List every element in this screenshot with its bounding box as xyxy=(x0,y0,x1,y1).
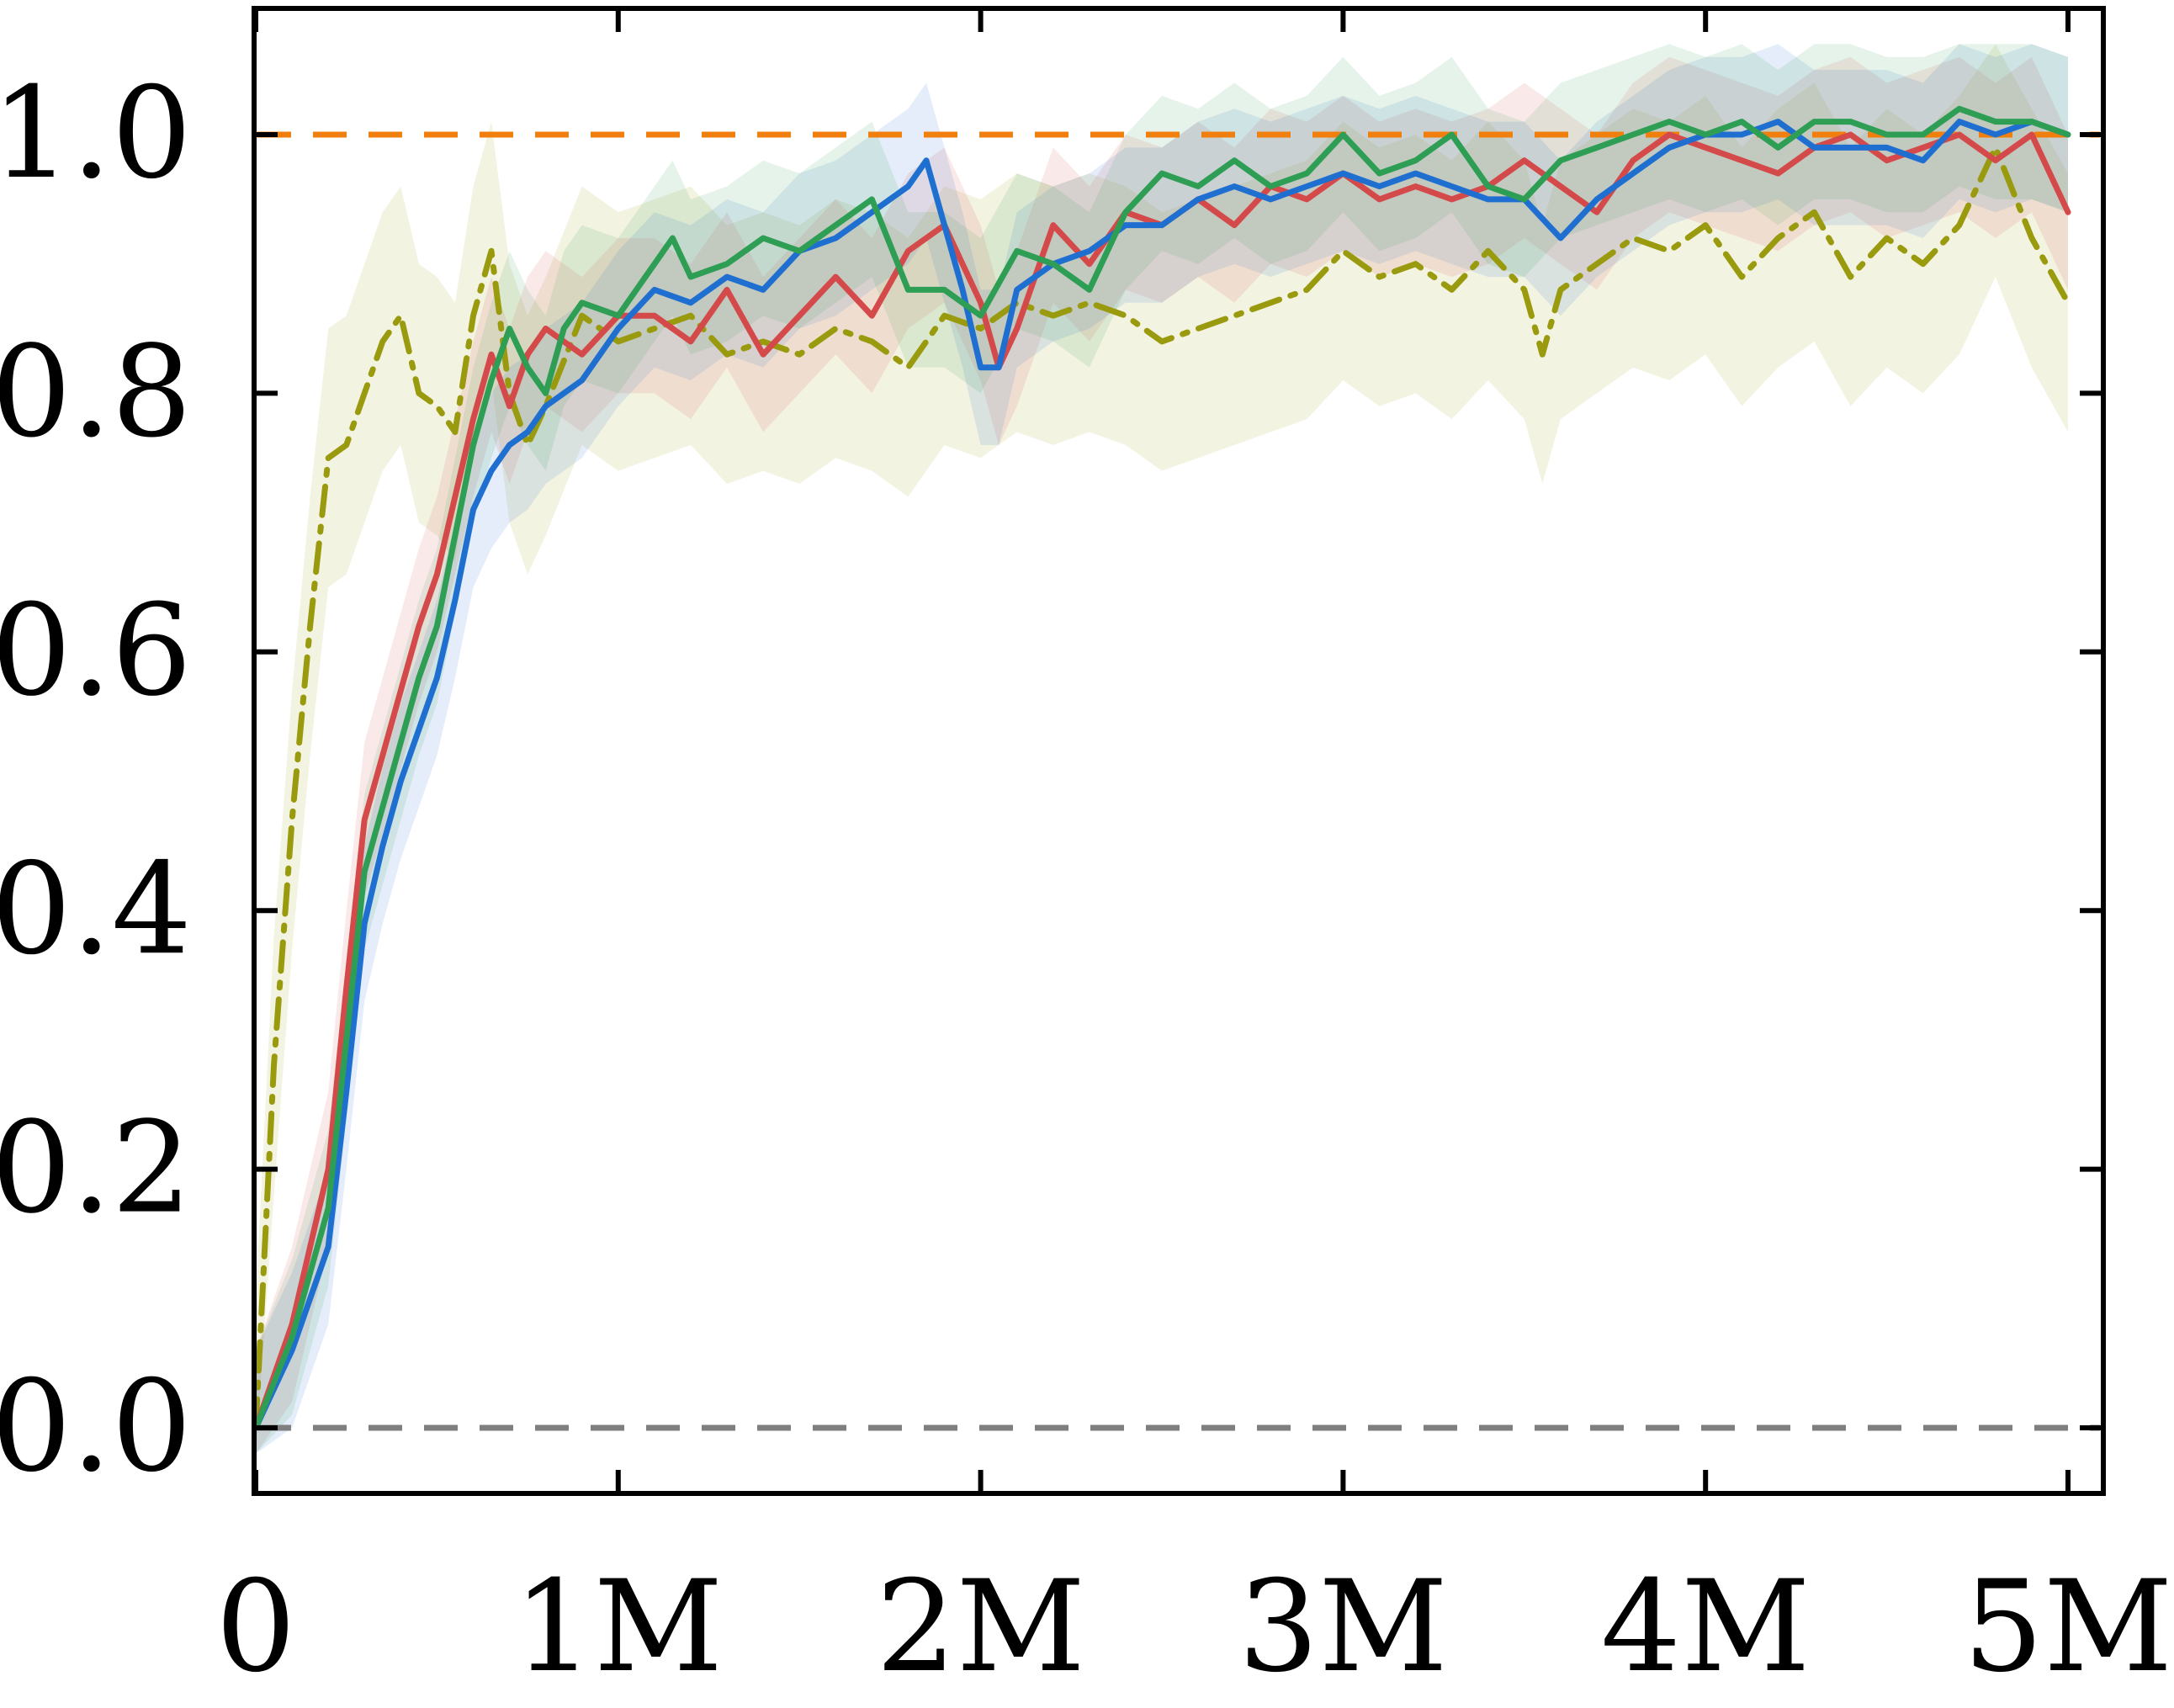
series-bands xyxy=(256,44,2068,1454)
x-tick-label: 4M xyxy=(1601,1554,1811,1700)
series-4-band xyxy=(256,44,2068,1454)
y-axis: 0.0 0.2 0.4 0.6 0.8 1.0 xyxy=(0,61,2103,1500)
series-3-band xyxy=(256,44,2068,1454)
series-lines xyxy=(252,105,2071,1431)
y-tick-label: 0.0 xyxy=(0,1354,192,1500)
y-tick-label: 1.0 xyxy=(0,61,192,207)
y-tick-label: 0.2 xyxy=(0,1095,192,1242)
y-tick-label: 0.6 xyxy=(0,578,192,724)
x-tick-label: 5M xyxy=(1963,1554,2172,1700)
series-4-line xyxy=(252,105,2071,1431)
reference-lines xyxy=(257,131,2100,1431)
x-tick-label: 1M xyxy=(513,1554,723,1700)
y-tick-label: 0.4 xyxy=(0,836,192,983)
x-tick-label: 0 xyxy=(215,1554,295,1700)
x-tick-label: 3M xyxy=(1238,1554,1448,1700)
series-1-band xyxy=(256,44,2068,1454)
x-tick-label: 2M xyxy=(876,1554,1085,1700)
plot-frame xyxy=(252,6,2106,1496)
series-2-band xyxy=(256,56,2068,1454)
x-axis: 0 1M 2M 3M 4M 5M xyxy=(215,8,2173,1700)
y-tick-label: 0.8 xyxy=(0,319,192,465)
